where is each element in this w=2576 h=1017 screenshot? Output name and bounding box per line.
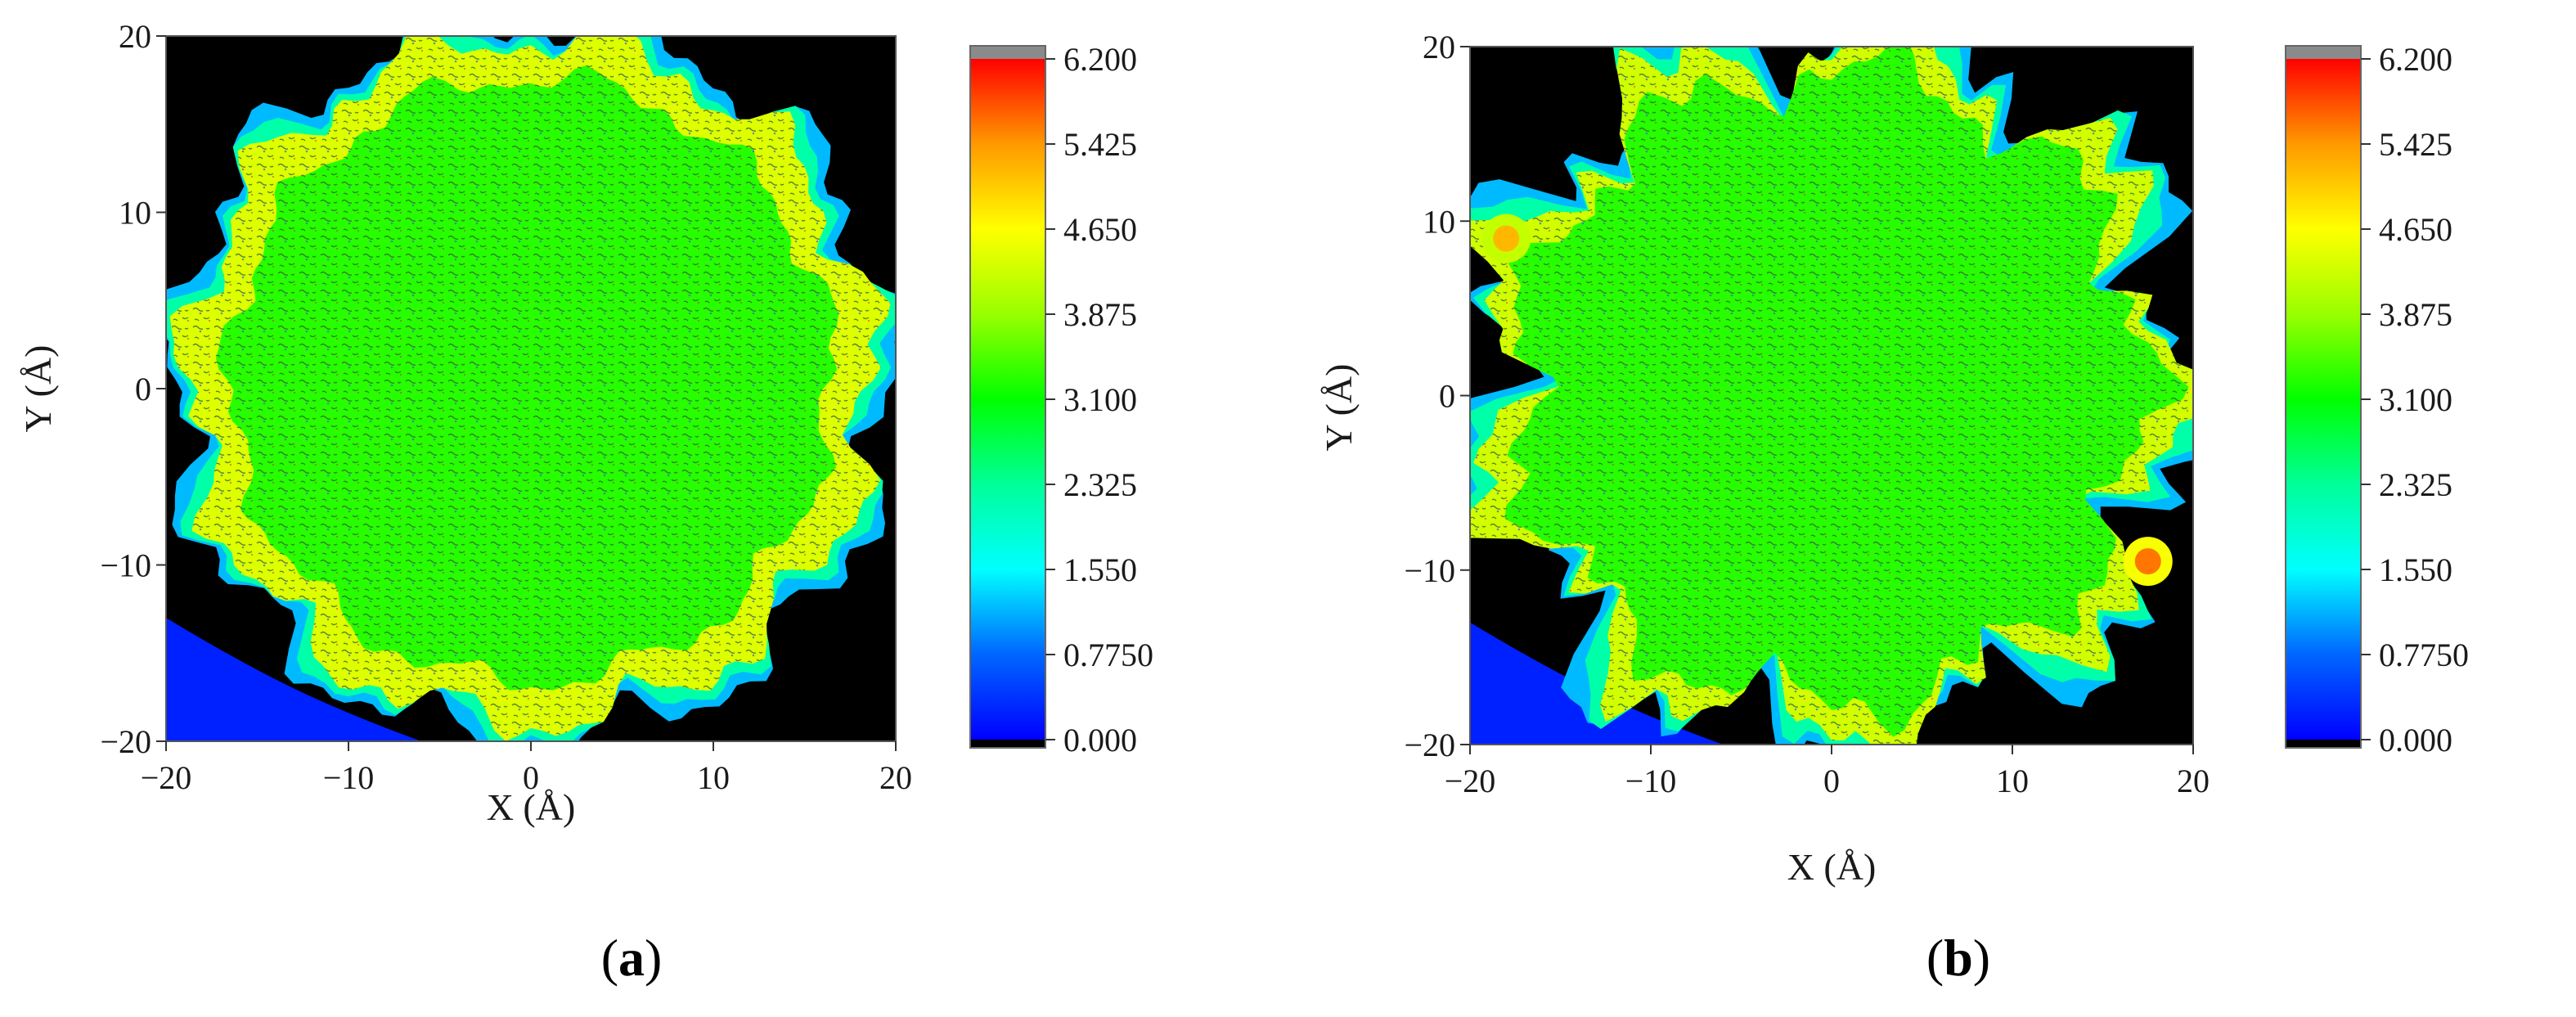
colorbar-underflow-cap (2286, 740, 2361, 748)
colorbar-tick-label: 5.425 (1063, 126, 1137, 163)
y-tick-label: 20 (1423, 29, 1455, 65)
colorbar-tick-label: 1.550 (2379, 551, 2452, 588)
colorbar-tick-label: 0.7750 (2379, 637, 2469, 673)
low-density-region (1470, 622, 1724, 745)
colorbar-tick-label: 0.000 (1063, 722, 1137, 758)
x-tick-label: 20 (2177, 763, 2210, 799)
x-tick-label: −20 (141, 759, 192, 796)
y-axis-title: Y (Å) (17, 345, 59, 433)
panel-letter: b (1944, 929, 1973, 987)
x-axis-ticks: −20 −10 0 10 20 (1445, 745, 2210, 799)
x-tick-label: 0 (523, 759, 539, 796)
y-tick-label: −10 (100, 547, 151, 584)
panel-a: −20 −10 0 10 20 −20 −10 0 10 20 X (Å) Y (Å) 0.00… (17, 18, 1153, 987)
panel-letter: a (618, 929, 645, 987)
colorbar-tick-label: 4.650 (1063, 211, 1137, 248)
colorbar-tick-label: 3.100 (2379, 381, 2452, 418)
y-tick-label: 0 (1439, 378, 1455, 415)
colorbar: 0.000 0.7750 1.550 2.325 3.100 3.875 4.650 5.42… (2285, 41, 2469, 758)
x-tick-label: 20 (879, 759, 912, 796)
x-tick-label: 0 (1823, 763, 1840, 799)
colorbar-tick-label: 6.200 (2379, 41, 2452, 78)
hotspot (2123, 537, 2173, 587)
x-axis-title: X (Å) (487, 786, 576, 828)
hotspot (1481, 214, 1531, 263)
y-tick-label: −20 (1404, 727, 1455, 763)
y-tick-label: −10 (1404, 552, 1455, 589)
y-axis-ticks: −20 −10 0 10 20 (100, 18, 166, 760)
colorbar-frame (2285, 45, 2362, 749)
x-tick-label: −20 (1445, 763, 1496, 799)
contour-texture (1470, 47, 2193, 745)
x-tick-label: −10 (1625, 763, 1677, 799)
colorbar-tick-label: 2.325 (1063, 466, 1137, 503)
y-tick-label: −20 (100, 723, 151, 760)
colorbar-tick-label: 5.425 (2379, 126, 2452, 163)
y-tick-label: 10 (1423, 203, 1455, 240)
y-axis-title: Y (Å) (1318, 364, 1360, 452)
x-tick-label: 10 (697, 759, 730, 796)
colorbar-tick-label: 1.550 (1063, 551, 1137, 588)
y-tick-label: 20 (119, 18, 151, 55)
colorbar-overflow-cap (970, 46, 1045, 59)
colorbar-tick-label: 6.200 (1063, 41, 1137, 78)
contour-texture (169, 36, 891, 741)
colorbar-gradient (970, 59, 1045, 740)
colorbar-frame (969, 45, 1046, 749)
density-map-b (1470, 47, 2193, 745)
colorbar-overflow-cap (2286, 46, 2361, 59)
colorbar-gradient (2286, 59, 2361, 740)
y-axis-ticks: −20 −10 0 10 20 (1404, 29, 1470, 763)
density-map-a (166, 36, 896, 741)
x-axis-title: X (Å) (1787, 846, 1877, 888)
x-tick-label: 10 (1996, 763, 2029, 799)
x-axis-ticks: −20 −10 0 10 20 (141, 741, 912, 796)
colorbar-tick-label: 3.875 (1063, 296, 1137, 333)
x-tick-label: −10 (323, 759, 375, 796)
colorbar-tick-label: 0.7750 (1063, 637, 1153, 673)
panel-label: (b) (1926, 929, 1990, 987)
colorbar-tick-label: 3.100 (1063, 381, 1137, 418)
y-tick-label: 10 (119, 195, 151, 232)
panel-b: −20 −10 0 10 20 −20 −10 0 10 20 X (Å) Y (Å) 0.00… (1318, 29, 2469, 987)
colorbar-tick-label: 2.325 (2379, 466, 2452, 503)
colorbar-tick-label: 4.650 (2379, 211, 2452, 248)
colorbar-underflow-cap (970, 740, 1045, 748)
low-density-region (166, 618, 422, 741)
colorbar: 0.000 0.7750 1.550 2.325 3.100 3.875 4.650 5.42… (969, 41, 1153, 758)
y-tick-label: 0 (135, 371, 151, 407)
panel-label: (a) (601, 929, 663, 987)
colorbar-tick-label: 3.875 (2379, 296, 2452, 333)
colorbar-tick-label: 0.000 (2379, 722, 2452, 758)
